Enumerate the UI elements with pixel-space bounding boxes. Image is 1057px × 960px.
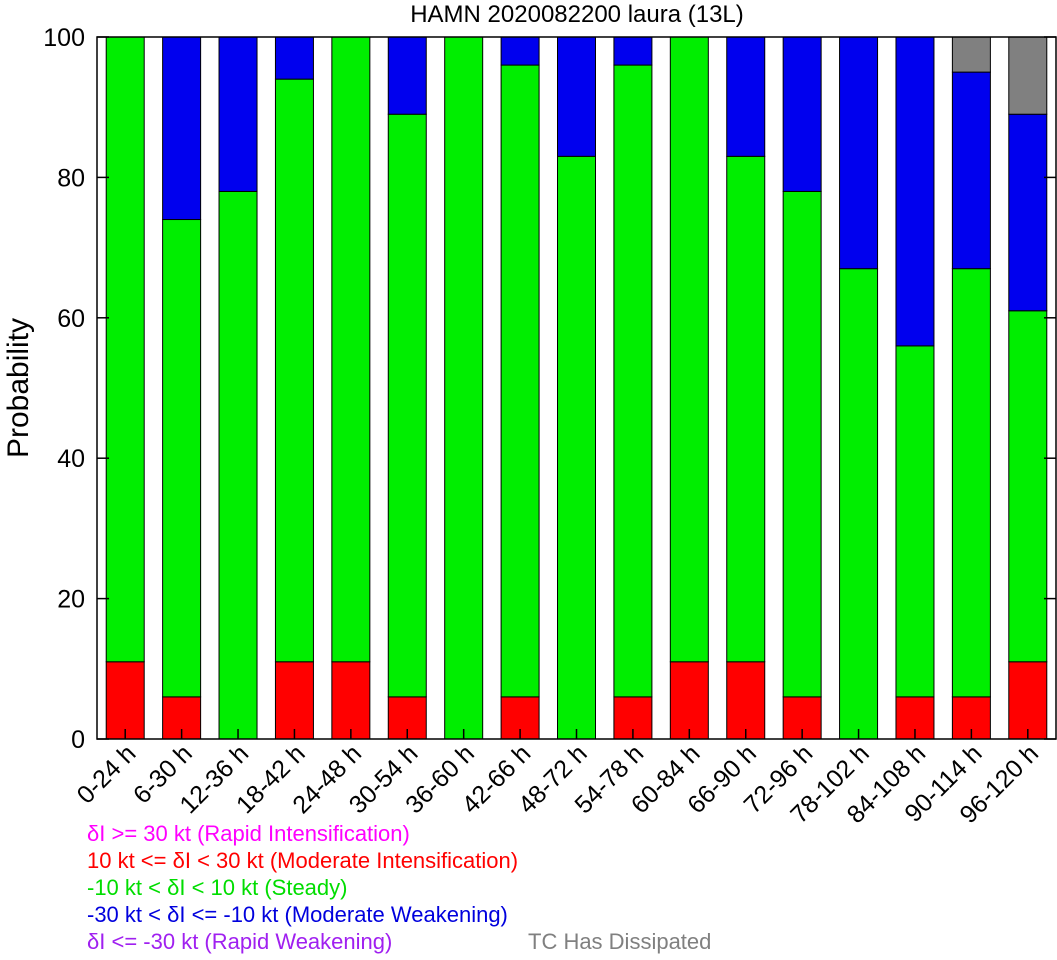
bar-segment bbox=[274, 661, 314, 740]
bar-segment bbox=[839, 36, 879, 270]
bar-segment bbox=[218, 190, 258, 740]
bar-segment bbox=[782, 36, 822, 192]
plot-frame bbox=[96, 36, 1057, 740]
bar-segment bbox=[1008, 36, 1048, 115]
bar-segment bbox=[726, 155, 766, 663]
bar-segment bbox=[669, 36, 709, 663]
bar-segment bbox=[1008, 661, 1048, 740]
bar-segment bbox=[105, 36, 145, 663]
y-axis-label: Probability bbox=[2, 318, 35, 458]
bar-segment bbox=[613, 36, 653, 66]
bar-segment bbox=[895, 36, 935, 347]
y-tick-label: 0 bbox=[71, 726, 85, 754]
y-tick-label: 60 bbox=[57, 305, 85, 333]
bar-segment bbox=[951, 71, 991, 270]
legend-entry: -30 kt < δI <= -10 kt (Moderate Weakenin… bbox=[87, 902, 508, 927]
legend-entry: 10 kt <= δI < 30 kt (Moderate Intensific… bbox=[87, 848, 518, 873]
legend: δI >= 30 kt (Rapid Intensification)10 kt… bbox=[87, 821, 711, 954]
bar-segment bbox=[669, 661, 709, 740]
bar-segment bbox=[726, 36, 766, 157]
legend-entry: -10 kt < δI < 10 kt (Steady) bbox=[87, 875, 347, 900]
x-axis: 0-24 h6-30 h12-36 h18-42 h24-48 h30-54 h… bbox=[72, 729, 1044, 829]
y-tick-label: 100 bbox=[43, 24, 85, 52]
legend-entry: TC Has Dissipated bbox=[528, 929, 711, 954]
bar-segment bbox=[331, 36, 371, 663]
y-tick-label: 20 bbox=[57, 586, 85, 614]
bar-segment bbox=[1008, 310, 1048, 663]
bar-segment bbox=[162, 36, 202, 221]
bar-segment bbox=[444, 36, 484, 740]
y-tick-label: 40 bbox=[57, 445, 85, 473]
bar-segment bbox=[218, 36, 258, 192]
bar-segment bbox=[105, 661, 145, 740]
bar-segment bbox=[331, 661, 371, 740]
bar-segment bbox=[274, 36, 314, 80]
bar-segment bbox=[557, 155, 596, 740]
bar-segment bbox=[500, 36, 540, 66]
bar-segment bbox=[951, 36, 991, 73]
chart-title: HAMN 2020082200 laura (13L) bbox=[410, 1, 744, 28]
y-axis: 0 20 40 60 80 100 bbox=[43, 24, 1056, 754]
bar-segment bbox=[162, 219, 202, 698]
bar-segment bbox=[387, 36, 427, 115]
y-tick-label: 80 bbox=[57, 164, 85, 192]
bar-segment bbox=[1008, 113, 1048, 312]
bar-segment bbox=[951, 268, 991, 698]
bar-segment bbox=[839, 268, 879, 740]
bar-segment bbox=[782, 190, 822, 698]
bar-segment bbox=[557, 36, 596, 157]
bar-segment bbox=[387, 113, 427, 698]
bars bbox=[105, 36, 1048, 740]
bar-segment bbox=[274, 78, 314, 663]
bar-segment bbox=[726, 661, 766, 740]
legend-entry: δI <= -30 kt (Rapid Weakening) bbox=[87, 929, 392, 954]
legend-entry: δI >= 30 kt (Rapid Intensification) bbox=[87, 821, 410, 846]
bar-segment bbox=[500, 64, 540, 698]
bar-segment bbox=[895, 345, 935, 698]
bar-segment bbox=[613, 64, 653, 698]
